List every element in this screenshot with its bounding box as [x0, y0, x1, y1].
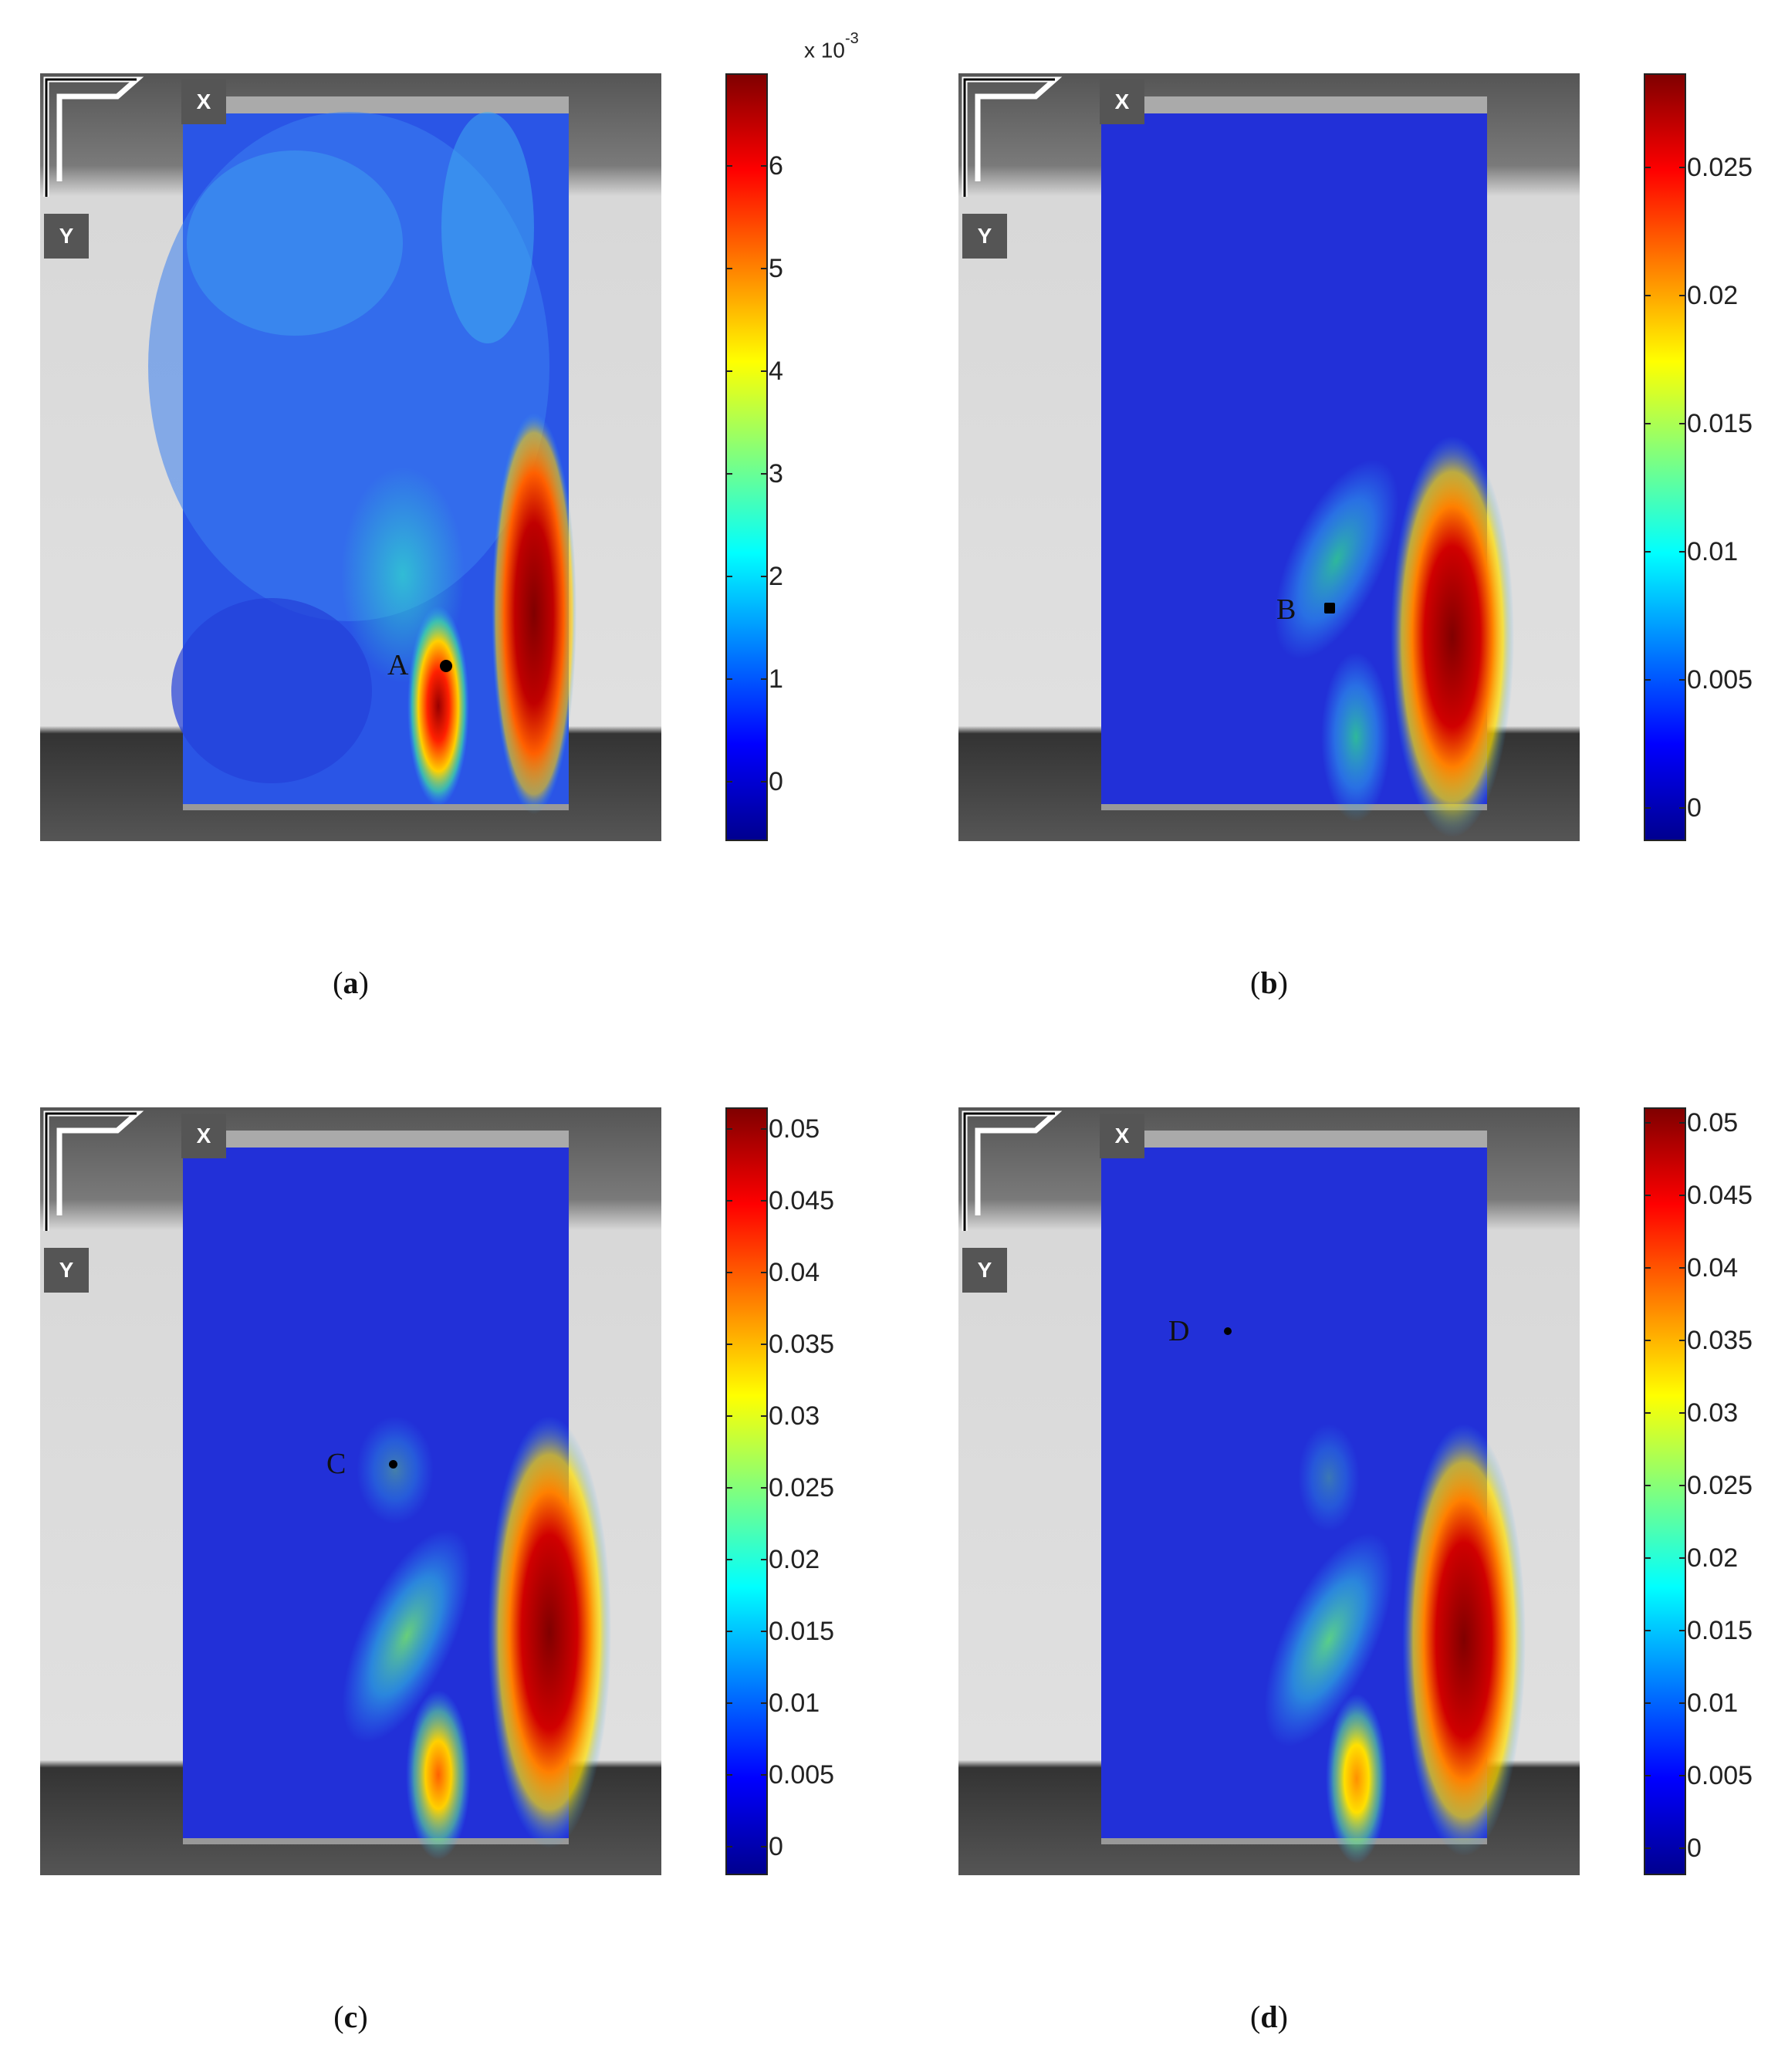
colorbar-tick: 0.01	[1644, 1688, 1752, 1719]
colorbar-tick: 0	[1644, 793, 1752, 823]
colorbar-tick: 0.025	[1644, 152, 1753, 183]
colorbar-tick: 0.03	[725, 1401, 833, 1431]
panel-b: X Y B 0.025 0.02 0.015 0.01 0.005 0 (b)	[958, 73, 1778, 1038]
colorbar-tick: 6	[725, 150, 833, 181]
colorbar-tick: 0.04	[1644, 1252, 1752, 1283]
colorbar-tick: 0.02	[1644, 1543, 1752, 1573]
colorbar-gradient	[725, 73, 768, 841]
colorbar-tick: 0.045	[1644, 1180, 1753, 1211]
strain-field-image-d: X Y D	[958, 1107, 1580, 1875]
panel-a: X Y A x 10-3 6 5 4 3 2 1 0 (a)	[40, 30, 889, 1038]
panel-c: X Y C 0.05 0.045 0.04 0.035 0.03 0.025 0…	[40, 1107, 889, 2072]
colorbar-tick: 0	[1644, 1833, 1752, 1864]
panel-caption: (a)	[333, 965, 369, 1000]
colorbar: 0.05 0.045 0.04 0.035 0.03 0.025 0.02 0.…	[1644, 1107, 1753, 1875]
colorbar-tick: 4	[725, 356, 833, 387]
colorbar-tick: 0	[725, 1831, 833, 1862]
x-axis-marker-icon	[40, 1107, 171, 1239]
x-axis-marker-icon	[40, 73, 171, 204]
colorbar-tick: 2	[725, 561, 833, 592]
point-marker	[1324, 603, 1335, 613]
colorbar-tick: 0	[725, 766, 833, 797]
colorbar-tick: 0.005	[725, 1759, 834, 1790]
colorbar-tick: 0.035	[725, 1329, 834, 1360]
colorbar-tick: 0.005	[1644, 664, 1753, 695]
colorbar-tick: 0.02	[725, 1544, 833, 1575]
point-marker	[1224, 1327, 1232, 1335]
point-label: C	[326, 1448, 346, 1480]
colorbar-gradient	[725, 1107, 768, 1875]
colorbar-tick: 0.05	[1644, 1107, 1752, 1138]
x-axis-marker-icon	[958, 73, 1090, 204]
colorbar-tick: 0.015	[1644, 1615, 1753, 1646]
point-label: A	[387, 649, 409, 681]
strain-field-image-c: X Y C	[40, 1107, 661, 1875]
strain-field-image-b: X Y B	[958, 73, 1580, 841]
colorbar-tick: 0.005	[1644, 1760, 1753, 1791]
colorbar-tick: 0.025	[1644, 1470, 1753, 1501]
y-axis-tag: Y	[44, 1248, 89, 1293]
strain-field-image-a: X Y A	[40, 73, 661, 841]
colorbar-multiplier: x 10-3	[804, 30, 859, 63]
x-axis-tag: X	[181, 1114, 226, 1158]
colorbar-tick: 0.015	[1644, 408, 1753, 439]
y-axis-tag: Y	[962, 1248, 1007, 1293]
colorbar-tick: 0.03	[1644, 1398, 1752, 1428]
colorbar-tick: 0.04	[725, 1257, 833, 1288]
x-axis-tag: X	[1100, 1114, 1144, 1158]
panel-caption: (b)	[1250, 965, 1288, 1000]
point-label: B	[1276, 593, 1296, 626]
colorbar-tick: 0.035	[1644, 1325, 1753, 1356]
colorbar-tick: 0.015	[725, 1616, 834, 1647]
y-axis-tag: Y	[44, 214, 89, 259]
x-axis-tag: X	[181, 79, 226, 124]
panel-caption: (d)	[1250, 1999, 1288, 2034]
colorbar-tick: 0.01	[1644, 536, 1752, 567]
point-marker	[440, 660, 452, 672]
colorbar-gradient	[1644, 73, 1686, 841]
colorbar-tick: 1	[725, 664, 833, 695]
colorbar-tick: 0.01	[725, 1688, 833, 1719]
panel-d: X Y D 0.05 0.045 0.04 0.035 0.03 0.025 0…	[958, 1107, 1778, 2072]
colorbar: 0.05 0.045 0.04 0.035 0.03 0.025 0.02 0.…	[725, 1107, 834, 1875]
y-axis-tag: Y	[962, 214, 1007, 259]
point-marker	[389, 1460, 397, 1469]
point-label: D	[1168, 1315, 1190, 1347]
colorbar-tick: 0.045	[725, 1185, 834, 1216]
colorbar: 0.025 0.02 0.015 0.01 0.005 0	[1644, 73, 1753, 841]
colorbar-tick: 0.02	[1644, 280, 1752, 311]
colorbar-tick: 0.025	[725, 1472, 834, 1503]
x-axis-tag: X	[1100, 79, 1144, 124]
colorbar: 6 5 4 3 2 1 0	[725, 73, 783, 841]
colorbar-tick: 5	[725, 253, 833, 284]
x-axis-marker-icon	[958, 1107, 1090, 1239]
colorbar-tick: 0.05	[725, 1114, 833, 1144]
colorbar-gradient	[1644, 1107, 1686, 1875]
colorbar-tick: 3	[725, 458, 833, 489]
panel-caption: (c)	[333, 1999, 368, 2034]
